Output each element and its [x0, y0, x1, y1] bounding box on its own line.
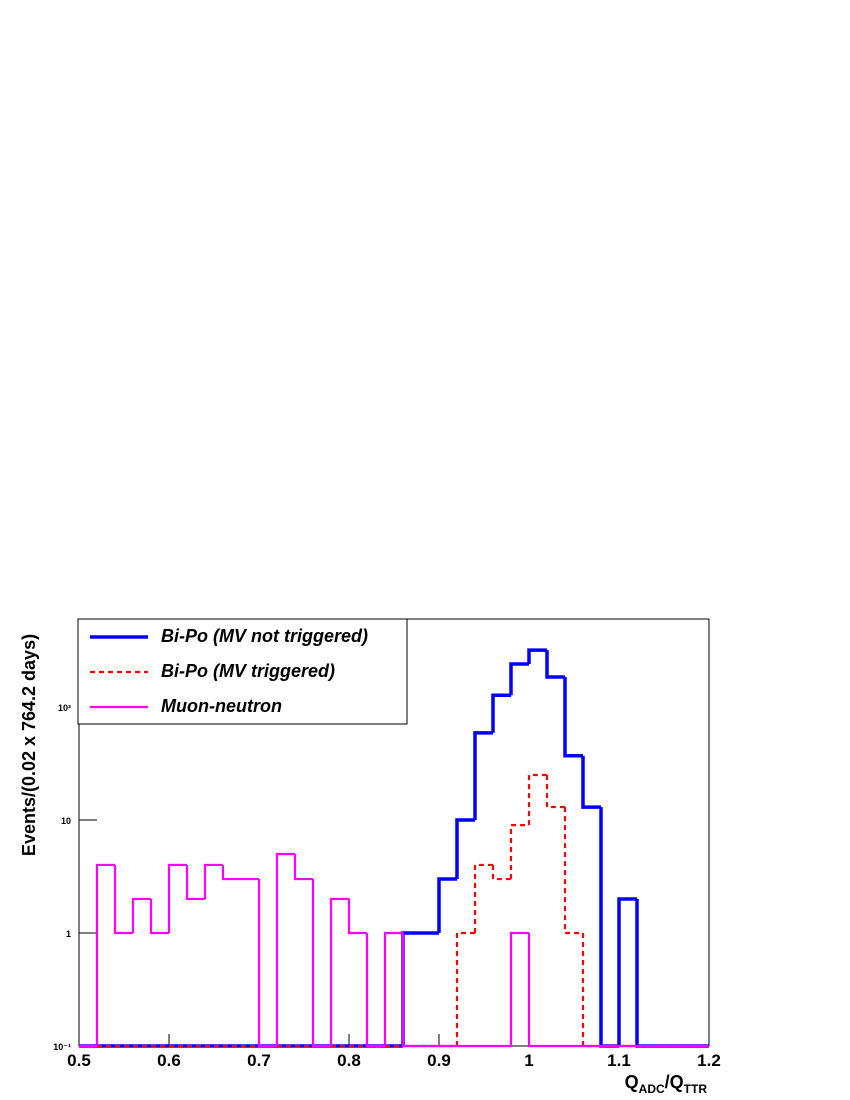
histogram-bin	[509, 931, 529, 1046]
histogram-bin	[545, 650, 565, 679]
histogram-bin	[473, 731, 493, 820]
histogram-bin	[527, 932, 547, 1048]
histogram-bin	[509, 824, 529, 880]
x-tick-label: 0.6	[157, 1051, 181, 1070]
histogram-bin	[455, 818, 475, 880]
histogram-bin	[563, 677, 583, 758]
histogram-bin	[473, 863, 493, 933]
histogram-bin	[275, 852, 295, 1046]
histogram-bin	[527, 648, 547, 664]
y-tick-label: 10	[61, 816, 71, 826]
histogram-bin	[293, 853, 313, 881]
x-label-part: /Q	[665, 1072, 684, 1092]
x-tick-label: 0.7	[247, 1051, 271, 1070]
x-label-part: ADC	[639, 1082, 665, 1096]
histogram-bin	[311, 879, 331, 1048]
legend-label: Bi-Po (MV not triggered)	[161, 626, 368, 646]
histogram-bin	[545, 774, 565, 809]
histogram-bin	[221, 864, 241, 881]
histogram-bin	[455, 931, 475, 1046]
histogram-bin	[329, 897, 349, 1046]
histogram-bin	[509, 662, 529, 696]
histogram-bin	[581, 755, 601, 809]
x-axis-label: QADC/QTTR	[625, 1072, 708, 1096]
histogram-bin	[167, 863, 187, 933]
y-tick-label: 10²	[58, 703, 71, 713]
histogram-bin	[365, 932, 385, 1048]
x-label-part: Q	[625, 1072, 639, 1092]
histogram-bin	[635, 898, 655, 1048]
histogram-bin	[491, 864, 511, 881]
plot-area	[79, 648, 709, 1048]
x-tick-label: 1.2	[697, 1051, 721, 1070]
x-label-part: TTR	[684, 1082, 708, 1096]
histogram-bin	[383, 931, 403, 1046]
histogram-bin	[95, 863, 115, 1046]
x-tick-label: 1	[524, 1051, 533, 1070]
y-tick-label: 10⁻¹	[53, 1042, 71, 1052]
histogram-bin	[113, 864, 133, 935]
x-tick-label: 1.1	[607, 1051, 631, 1070]
histogram-bin	[437, 877, 457, 933]
histogram-bin	[149, 898, 169, 935]
histogram-bin	[185, 864, 205, 901]
y-tick-label: 1	[66, 929, 71, 939]
y-axis-label: Events/(0.02 x 764.2 days)	[19, 634, 39, 856]
histogram-bin	[401, 932, 421, 1048]
legend-label: Muon-neutron	[161, 696, 282, 716]
histogram-bin	[563, 807, 583, 935]
histogram-bin	[599, 807, 619, 1048]
histogram-bin	[257, 879, 277, 1048]
x-tick-label: 0.9	[427, 1051, 451, 1070]
histogram-bin	[581, 932, 601, 1048]
histogram-bin	[527, 773, 547, 826]
legend-label: Bi-Po (MV triggered)	[161, 661, 335, 681]
histogram-bin	[491, 693, 511, 733]
histogram-bin	[401, 931, 421, 1046]
x-tick-label: 0.5	[67, 1051, 91, 1070]
histogram-bin	[203, 863, 223, 899]
histogram-bin	[131, 897, 151, 933]
histogram-bin	[347, 898, 367, 935]
histogram-bin	[617, 897, 637, 1046]
x-tick-label: 0.8	[337, 1051, 361, 1070]
